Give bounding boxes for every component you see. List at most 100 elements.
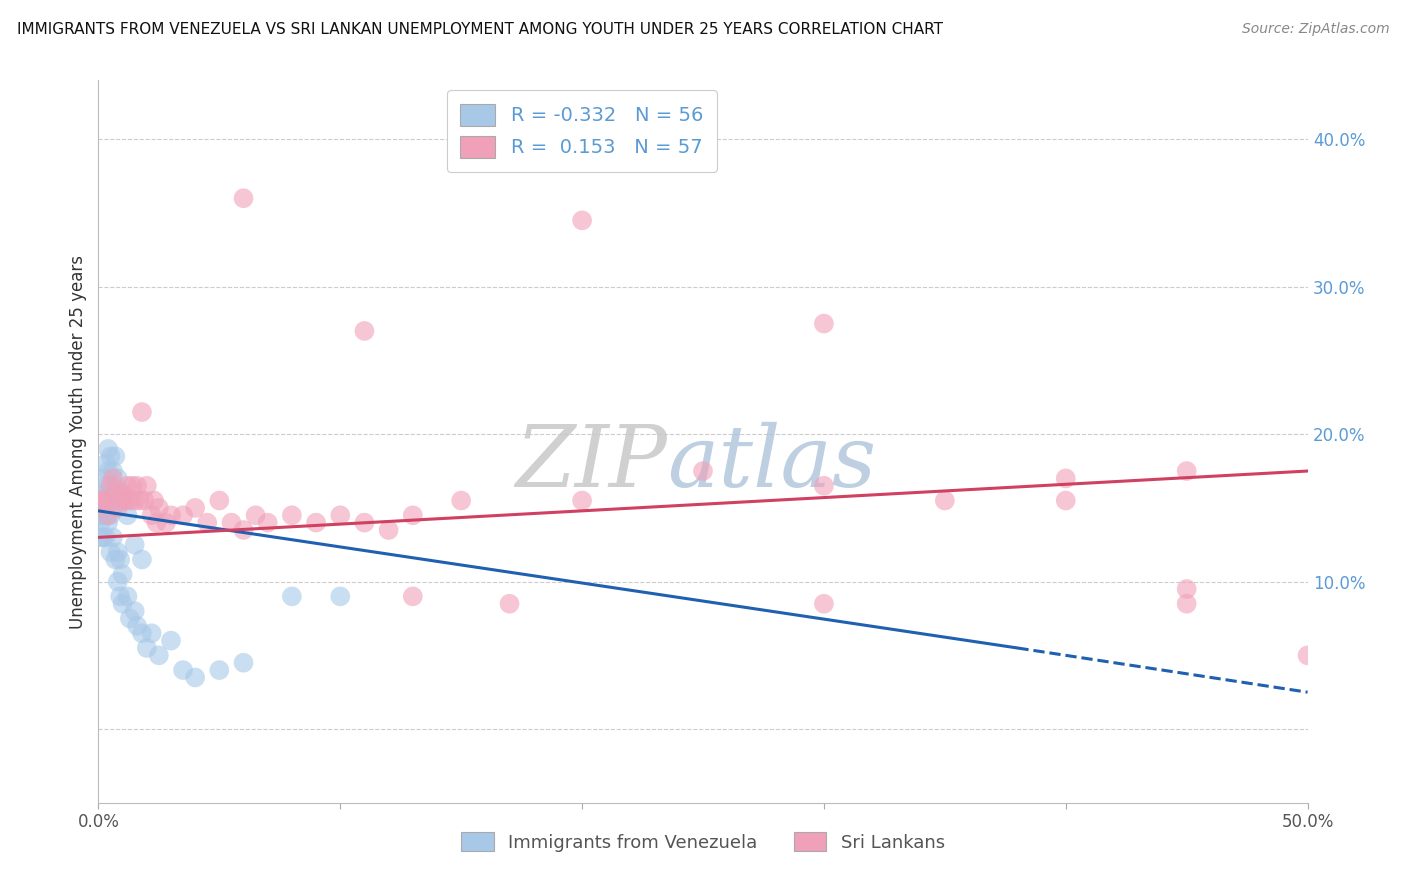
Point [813,597,835,611]
Point [1054,471,1077,485]
Point [90,493,112,508]
Point [813,479,835,493]
Point [245,508,267,523]
Point [221,516,243,530]
Point [118,611,141,625]
Point [114,493,136,508]
Point [94,493,117,508]
Point [143,493,166,508]
Point [94,508,117,523]
Point [131,552,153,566]
Point [91,530,114,544]
Point [94,530,117,544]
Point [134,493,156,508]
Point [124,604,146,618]
Point [1054,493,1077,508]
Point [97,442,120,456]
Point [1175,464,1198,478]
Point [117,479,139,493]
Point [1296,648,1319,663]
Point [100,508,122,523]
Point [111,486,134,500]
Point [141,508,163,523]
Point [101,464,124,478]
Point [1175,597,1198,611]
Point [184,500,207,515]
Point [256,516,278,530]
Point [281,508,304,523]
Text: IMMIGRANTS FROM VENEZUELA VS SRI LANKAN UNEMPLOYMENT AMONG YOUTH UNDER 25 YEARS : IMMIGRANTS FROM VENEZUELA VS SRI LANKAN … [17,22,943,37]
Point [184,670,207,684]
Point [111,493,134,508]
Point [108,493,131,508]
Point [94,493,117,508]
Point [195,516,218,530]
Point [172,508,194,523]
Point [91,508,114,523]
Point [353,324,375,338]
Point [172,663,194,677]
Point [127,619,149,633]
Point [155,516,177,530]
Point [91,493,114,508]
Point [281,590,304,604]
Point [107,545,129,559]
Point [94,457,117,471]
Point [100,450,122,464]
Point [97,486,120,500]
Point [498,597,520,611]
Point [208,663,231,677]
Point [100,545,122,559]
Point [934,493,956,508]
Text: atlas: atlas [666,422,876,505]
Legend: Immigrants from Venezuela, Sri Lankans: Immigrants from Venezuela, Sri Lankans [454,825,952,859]
Point [160,508,183,523]
Point [108,486,131,500]
Point [117,590,139,604]
Point [111,597,134,611]
Point [208,493,231,508]
Point [104,479,127,493]
Point [104,552,127,566]
Point [91,486,114,500]
Point [232,191,254,205]
Point [450,493,472,508]
Point [135,479,157,493]
Point [402,508,425,523]
Point [232,656,254,670]
Point [377,523,399,537]
Point [107,500,129,515]
Point [97,516,120,530]
Point [135,640,157,655]
Point [97,508,120,523]
Point [128,493,150,508]
Point [104,450,127,464]
Point [145,516,167,530]
Point [90,516,112,530]
Point [124,538,146,552]
Text: ZIP: ZIP [515,422,666,505]
Point [108,590,131,604]
Point [692,464,714,478]
Point [131,405,153,419]
Point [91,493,114,508]
Point [90,508,112,523]
Text: Source: ZipAtlas.com: Source: ZipAtlas.com [1241,22,1389,37]
Point [305,516,328,530]
Point [90,530,112,544]
Point [111,567,134,582]
Point [91,471,114,485]
Point [94,479,117,493]
Point [101,500,124,515]
Point [141,626,163,640]
Point [329,508,352,523]
Point [148,648,170,663]
Point [402,590,425,604]
Point [131,626,153,640]
Point [353,516,375,530]
Point [148,500,170,515]
Point [101,530,124,544]
Point [90,493,112,508]
Point [100,486,122,500]
Point [232,523,254,537]
